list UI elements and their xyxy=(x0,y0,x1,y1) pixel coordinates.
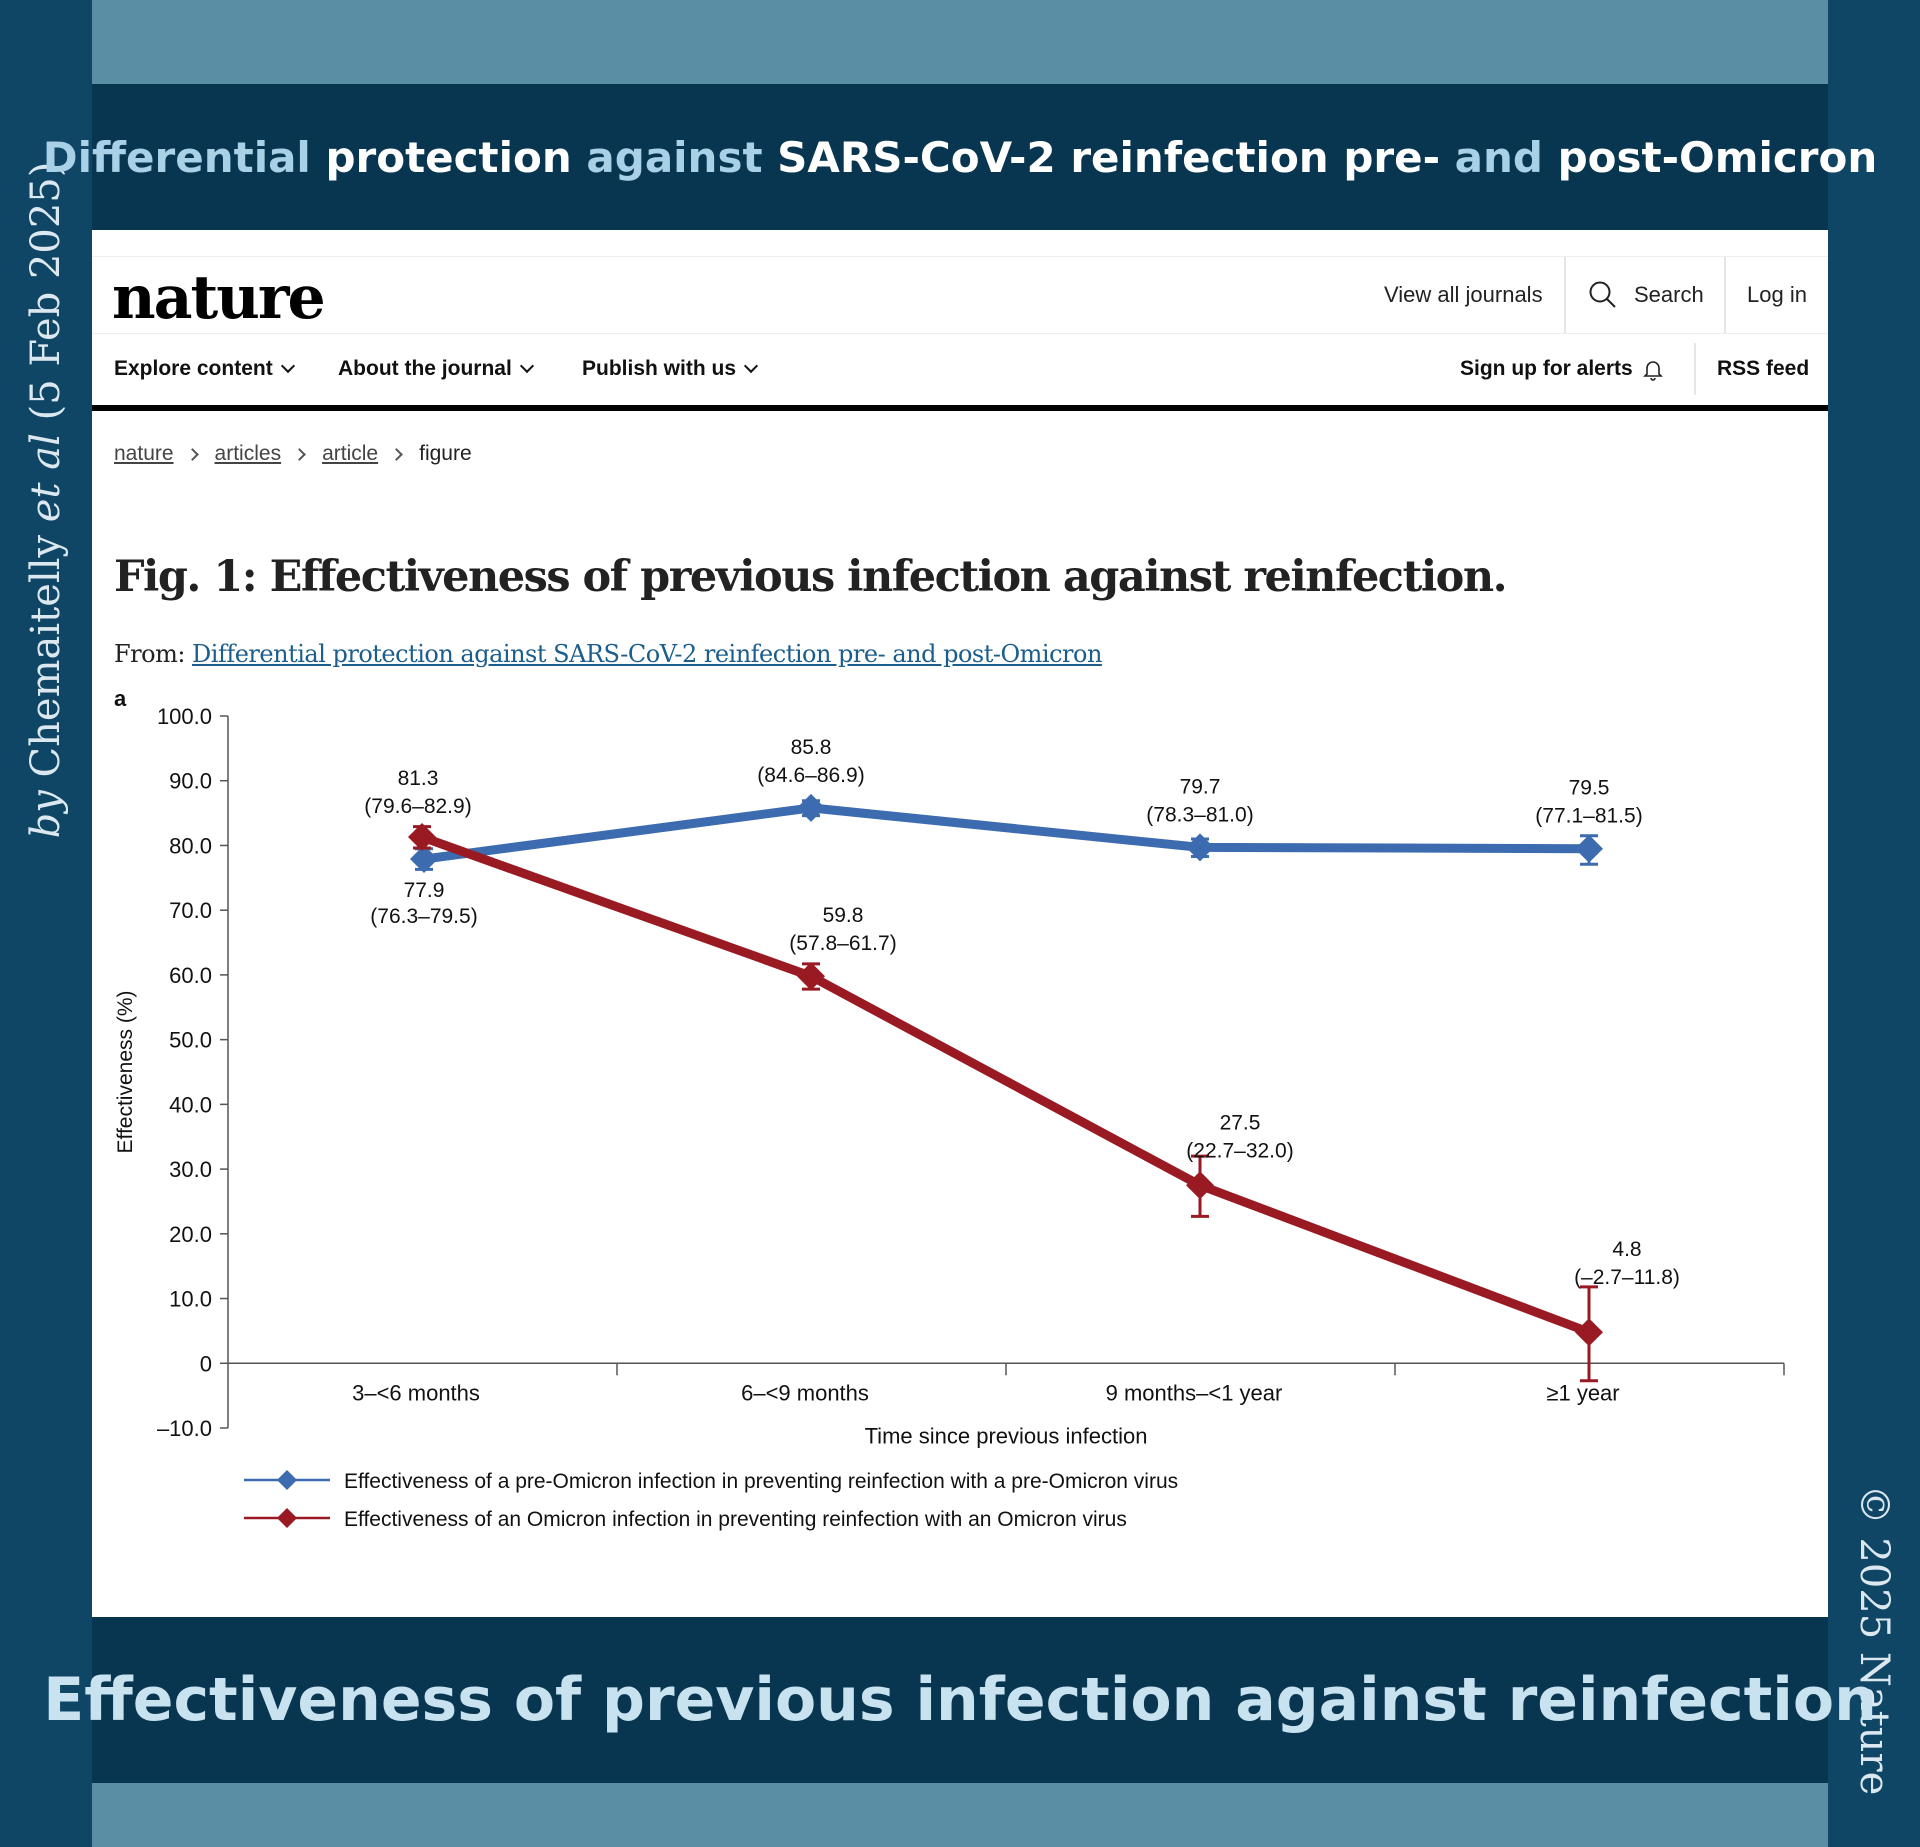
author-by: by xyxy=(23,777,69,839)
y-tick-label: 0 xyxy=(200,1351,212,1376)
bell-icon xyxy=(1642,361,1663,381)
banner-title: Differential protection against SARS-CoV… xyxy=(42,132,1878,182)
breadcrumb-nature[interactable]: nature xyxy=(114,442,174,465)
data-label-ci: (–2.7–11.8) xyxy=(1574,1266,1680,1289)
legend-label: Effectiveness of a pre-Omicron infection… xyxy=(344,1470,1178,1493)
publish-date: (5 Feb 2025) xyxy=(23,161,69,434)
data-point xyxy=(410,845,438,874)
y-tick-label: 90.0 xyxy=(169,769,212,794)
y-tick-label: 40.0 xyxy=(169,1092,212,1117)
figure-source: From: Differential protection against SA… xyxy=(114,640,1102,668)
data-label-ci: (84.6–86.9) xyxy=(757,764,864,787)
left-frame xyxy=(0,0,92,1847)
data-point xyxy=(1186,833,1214,862)
rss-feed-link[interactable]: RSS feed xyxy=(1717,357,1810,380)
y-tick-label: 30.0 xyxy=(169,1157,212,1182)
data-label-ci: (79.6–82.9) xyxy=(364,795,471,818)
search-label: Search xyxy=(1634,282,1704,307)
x-tick-label: 9 months–<1 year xyxy=(1106,1380,1283,1405)
y-tick-label: 60.0 xyxy=(169,963,212,988)
chevron-down-icon xyxy=(519,358,534,374)
webpage: nature View all journals Search Log in E… xyxy=(92,230,1828,1617)
bottom-caption: Effectiveness of previous infection agai… xyxy=(43,1665,1877,1735)
x-tick-label: 6–<9 months xyxy=(741,1380,869,1405)
breadcrumb: nature articles article figure xyxy=(114,442,472,466)
y-tick-label: 100.0 xyxy=(157,704,212,729)
legend-label: Effectiveness of an Omicron infection in… xyxy=(344,1508,1127,1531)
data-label-value: 79.7 xyxy=(1180,775,1221,798)
effectiveness-chart: a 100.0 90.0 80.0 70.0 60.0 50.0 40.0 30.0 20.0 10… xyxy=(114,688,1785,1531)
y-tick-label: 50.0 xyxy=(169,1028,212,1053)
explore-content-menu[interactable]: Explore content xyxy=(114,333,295,405)
panel-label: a xyxy=(114,688,127,711)
data-label-value: 4.8 xyxy=(1612,1238,1641,1261)
header-divider xyxy=(1724,257,1726,333)
data-label-ci: (78.3–81.0) xyxy=(1146,803,1253,826)
data-label-value: 81.3 xyxy=(398,767,439,790)
data-point xyxy=(1575,834,1603,863)
nature-logo[interactable]: nature xyxy=(112,263,326,333)
series-line xyxy=(423,803,1590,864)
y-tick-label: 20.0 xyxy=(169,1222,212,1247)
header-divider xyxy=(1564,257,1566,333)
data-label-ci: (57.8–61.7) xyxy=(789,932,896,955)
figure-title: Fig. 1: Effectiveness of previous infect… xyxy=(114,552,1508,602)
copyright: © 2025 Nature xyxy=(1851,1484,1897,1796)
legend-marker xyxy=(277,1470,297,1490)
data-label-value: 85.8 xyxy=(791,736,832,759)
data-point xyxy=(408,823,436,852)
author-etal: et al xyxy=(23,433,69,523)
top-banner: Differential protection against SARS-CoV… xyxy=(43,84,1877,230)
search-icon xyxy=(1589,281,1616,308)
breadcrumb-articles[interactable]: articles xyxy=(214,442,282,465)
y-tick-label: 70.0 xyxy=(169,898,212,923)
site-header: nature View all journals Search Log in xyxy=(92,256,1828,334)
x-tick-label: 3–<6 months xyxy=(352,1380,480,1405)
data-point xyxy=(797,793,825,822)
nav-divider xyxy=(1694,343,1696,395)
right-frame xyxy=(1828,0,1920,1847)
nav-bar: Explore content About the journal Publis… xyxy=(92,333,1828,411)
data-label-value: 27.5 xyxy=(1220,1111,1261,1134)
author-credit: by Chemaitelly et al (5 Feb 2025) xyxy=(23,162,69,839)
chevron-down-icon xyxy=(280,358,295,374)
data-label-ci: (76.3–79.5) xyxy=(370,905,477,928)
about-journal-menu[interactable]: About the journal xyxy=(338,333,534,405)
breadcrumb-figure: figure xyxy=(419,442,472,465)
data-label-ci: (22.7–32.0) xyxy=(1186,1139,1293,1162)
chevron-right-icon xyxy=(390,447,403,461)
bottom-banner: Effectiveness of previous infection agai… xyxy=(43,1617,1877,1783)
search-button[interactable]: Search xyxy=(1588,257,1704,333)
breadcrumb-article[interactable]: article xyxy=(322,442,379,465)
y-tick-label: –10.0 xyxy=(157,1416,212,1441)
legend-marker xyxy=(277,1508,297,1528)
y-tick-label: 80.0 xyxy=(169,833,212,858)
view-all-journals-link[interactable]: View all journals xyxy=(1384,282,1543,307)
login-link[interactable]: Log in xyxy=(1747,282,1807,307)
sign-up-alerts-link[interactable]: Sign up for alerts xyxy=(1460,333,1665,405)
author-name: Chemaitelly xyxy=(23,522,69,778)
data-label-value: 59.8 xyxy=(823,904,864,927)
data-point xyxy=(797,962,825,991)
source-article-link[interactable]: Differential protection against SARS-CoV… xyxy=(192,640,1102,668)
series-line xyxy=(420,832,1591,1337)
chevron-right-icon xyxy=(293,447,306,461)
publish-with-us-menu[interactable]: Publish with us xyxy=(582,333,759,405)
data-point xyxy=(1186,1171,1214,1200)
data-point xyxy=(1575,1318,1603,1347)
x-axis-label: Time since previous infection xyxy=(865,1423,1148,1448)
y-tick-label: 10.0 xyxy=(169,1287,212,1312)
chevron-down-icon xyxy=(743,358,759,374)
data-label-value: 77.9 xyxy=(404,879,445,902)
data-label-value: 79.5 xyxy=(1569,777,1610,800)
chevron-right-icon xyxy=(185,447,199,461)
x-tick-label: ≥1 year xyxy=(1546,1380,1619,1405)
y-axis-label: Effectiveness (%) xyxy=(114,990,137,1153)
data-label-ci: (77.1–81.5) xyxy=(1535,805,1642,828)
